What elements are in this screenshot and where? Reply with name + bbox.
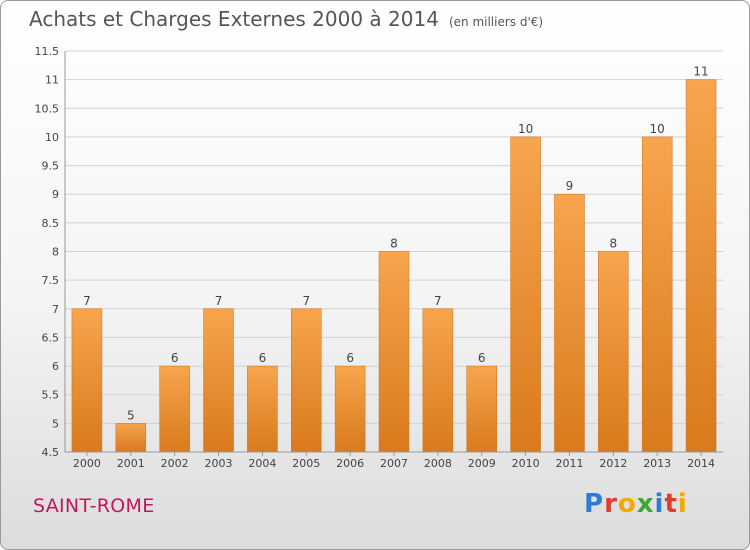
- logo-letter: t: [664, 489, 678, 519]
- data-label-2010: 10: [518, 122, 533, 136]
- data-label-2007: 8: [390, 237, 398, 251]
- data-label-2005: 7: [302, 294, 310, 308]
- bar-2007: [378, 251, 410, 453]
- logo-letter: i: [677, 489, 688, 519]
- x-tick-label-2014: 2014: [687, 457, 715, 470]
- x-tick-label-2013: 2013: [643, 457, 671, 470]
- logo-letter: x: [636, 489, 655, 519]
- x-tick-label-2003: 2003: [205, 457, 233, 470]
- x-tick-label-2005: 2005: [292, 457, 320, 470]
- data-label-2004: 6: [259, 351, 267, 365]
- data-label-2006: 6: [346, 351, 354, 365]
- y-tick-label: 8.5: [42, 217, 60, 230]
- bar-2010: [510, 136, 541, 453]
- chart-subtitle: (en milliers d'€): [448, 15, 544, 29]
- bar-2003: [203, 308, 234, 453]
- y-tick-label: 7: [52, 303, 59, 316]
- bar-2002: [159, 365, 190, 453]
- bar-chart: 7 5 6 7 6 7 6 8 7 6 10 9 8 10 11 4.5 5 5.5 6 6.5 7 7.5 8 8.5 9 9…: [35, 45, 723, 470]
- logo-letter: o: [617, 489, 637, 519]
- y-tick-label: 5: [52, 417, 59, 430]
- data-label-2000: 7: [83, 294, 91, 308]
- data-label-2011: 9: [566, 179, 574, 193]
- y-tick-label: 11: [45, 74, 59, 87]
- x-tick-label-2001: 2001: [117, 457, 145, 470]
- data-label-2012: 8: [610, 237, 618, 251]
- x-tick-label-2009: 2009: [468, 457, 496, 470]
- axes: 4.5 5 5.5 6 6.5 7 7.5 8 8.5 9 9.5 10 10.5 11 11.5 2000 2…: [35, 45, 723, 470]
- bar-2000: [71, 308, 103, 453]
- bar-2004: [247, 365, 278, 453]
- y-tick-label: 9.5: [42, 160, 60, 173]
- y-tick-label: 4.5: [42, 446, 60, 459]
- data-label-2001: 5: [127, 408, 135, 422]
- x-tick-label-2011: 2011: [555, 457, 583, 470]
- bar-2009: [466, 365, 497, 453]
- x-tick-label-2012: 2012: [599, 457, 627, 470]
- chart-title: Achats et Charges Externes 2000 à 2014 (e…: [29, 7, 543, 31]
- logo-letter: P: [584, 489, 605, 519]
- x-tick-label-2002: 2002: [161, 457, 189, 470]
- bars: 7 5 6 7 6 7 6 8 7 6 10 9 8 10 11: [71, 65, 717, 453]
- logo-letter: i: [654, 489, 665, 519]
- bar-2001: [115, 423, 147, 453]
- proxiti-logo: Proxiti: [584, 489, 688, 519]
- y-tick-label: 6.5: [42, 331, 60, 344]
- y-tick-label: 5.5: [42, 389, 60, 402]
- data-label-2008: 7: [434, 294, 442, 308]
- data-label-2009: 6: [478, 351, 486, 365]
- bar-2005: [291, 308, 322, 453]
- bar-2011: [554, 193, 585, 453]
- y-tick-label: 6: [52, 360, 59, 373]
- x-tick-label-2007: 2007: [380, 457, 408, 470]
- chart-title-text: Achats et Charges Externes 2000 à 2014: [29, 7, 439, 31]
- y-tick-label: 11.5: [35, 45, 60, 58]
- bar-2013: [641, 136, 673, 453]
- data-label-2013: 10: [650, 122, 665, 136]
- bar-2006: [334, 365, 366, 453]
- logo-letter: r: [604, 489, 618, 519]
- data-label-2003: 7: [215, 294, 223, 308]
- commune-name: SAINT-ROME: [33, 495, 155, 517]
- x-tick-label-2008: 2008: [424, 457, 452, 470]
- y-tick-label: 10: [45, 131, 59, 144]
- data-label-2002: 6: [171, 351, 179, 365]
- x-tick-label-2010: 2010: [512, 457, 540, 470]
- x-tick-label-2006: 2006: [336, 457, 364, 470]
- bar-2008: [422, 308, 454, 453]
- bar-2014: [685, 79, 717, 453]
- y-tick-label: 9: [52, 188, 59, 201]
- data-label-2014: 11: [693, 65, 708, 79]
- bar-2012: [598, 251, 629, 453]
- x-tick-label-2004: 2004: [248, 457, 276, 470]
- y-tick-label: 8: [52, 246, 59, 259]
- x-tick-label-2000: 2000: [73, 457, 101, 470]
- y-tick-label: 10.5: [35, 102, 60, 115]
- y-tick-label: 7.5: [42, 274, 60, 287]
